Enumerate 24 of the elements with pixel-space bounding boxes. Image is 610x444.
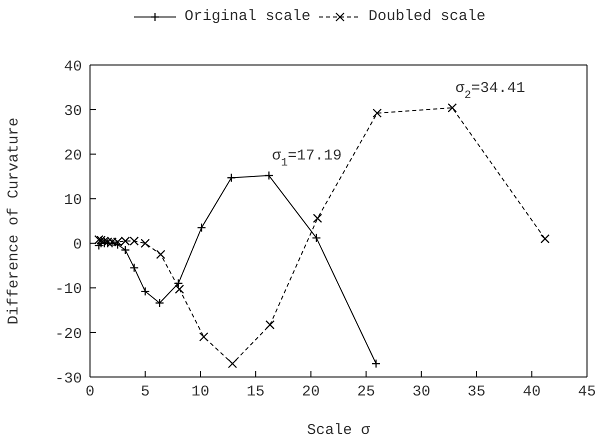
y-tick-label: -10	[54, 281, 82, 298]
x-tick-label: 30	[412, 384, 430, 401]
y-tick-label: 40	[64, 58, 82, 76]
x-tick-label: 15	[246, 384, 265, 401]
annotation: σ$_{2}$=34.41	[455, 80, 526, 102]
y-tick-label: -30	[54, 370, 82, 388]
x-tick-label: 20	[302, 384, 320, 401]
y-tick-label: 30	[64, 102, 82, 120]
y-tick-label: 20	[64, 147, 82, 164]
legend-label: Doubled scale	[368, 8, 486, 25]
x-axis-title: Scale σ	[306, 422, 370, 439]
x-tick-label: 40	[522, 384, 541, 401]
y-tick-label: 0	[72, 236, 82, 254]
y-tick-label: 10	[64, 192, 82, 210]
x-tick-label: 5	[140, 384, 150, 401]
y-tick-label: -20	[54, 326, 82, 343]
x-tick-label: 25	[357, 384, 376, 401]
y-axis-title: Difference of Curvature	[5, 117, 22, 325]
x-tick-label: 10	[191, 384, 210, 401]
legend-label: Original scale	[184, 8, 310, 25]
x-tick-label: 0	[85, 384, 95, 401]
annotation: σ$_{1}$=17.19	[272, 148, 342, 170]
x-tick-label: 45	[578, 384, 596, 401]
x-tick-label: 35	[468, 384, 486, 401]
